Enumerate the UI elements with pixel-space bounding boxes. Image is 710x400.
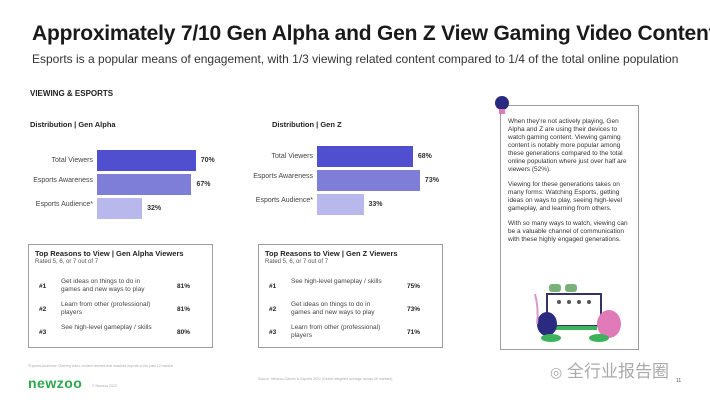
reason-rank: #1 [269, 283, 277, 290]
reasons-box-gen-z: Top Reasons to View | Gen Z Viewers Rated… [258, 244, 443, 348]
watermark-text: 全行业报告圈 [566, 362, 669, 381]
bar-label: Total Viewers [271, 153, 313, 160]
bar-value: 67% [196, 181, 211, 188]
chart-title-gen-alpha: Distribution | Gen Alpha [30, 120, 116, 129]
reasons-box-gen-alpha: Top Reasons to View | Gen Alpha Viewers R… [28, 244, 213, 348]
lightbulb-base-icon [499, 109, 505, 114]
reason-value: 81% [176, 306, 190, 313]
gaming-illustration [534, 284, 621, 342]
bar [97, 150, 196, 171]
reason-rank: #3 [269, 329, 277, 336]
reason-value: 73% [406, 306, 420, 313]
bar-value: 33% [368, 201, 383, 208]
bar [317, 194, 364, 215]
reason-rank: #2 [269, 306, 277, 313]
bar-value: 32% [147, 205, 162, 212]
bar-label: Esports Awareness [253, 173, 313, 180]
reason-text: Learn from other (professional) players [291, 324, 381, 339]
reason-rank: #1 [39, 283, 47, 290]
page-number: 11 [676, 378, 682, 384]
reason-row: #2 Get ideas on things to do in games and… [259, 301, 442, 321]
reason-value: 75% [406, 283, 420, 290]
reason-rank: #2 [39, 306, 47, 313]
bar-label: Total Viewers [51, 157, 93, 164]
reason-row: #1 See high-level gameplay / skills 75% [259, 278, 442, 298]
newzoo-logo: newzoo [28, 375, 83, 391]
reason-value: 81% [176, 283, 190, 290]
footnote: *Esports Audience: Gaming video content … [28, 364, 174, 368]
chart-gen-alpha: Total Viewers 70% Esports Awareness 67% Espo… [0, 150, 240, 225]
reason-text: Get ideas on things to do in games and n… [291, 301, 375, 316]
bar-label: Esports Audience* [255, 197, 313, 204]
reason-rank: #3 [39, 329, 47, 336]
reason-row: #2 Learn from other (professional) player… [29, 301, 212, 321]
insight-paragraph: When they're not actively playing, Gen A… [508, 118, 627, 173]
section-label: VIEWING & ESPORTS [30, 89, 114, 98]
reasons-subtitle: Rated 5, 6, or 7 out of 7 [35, 259, 99, 265]
reasons-subtitle: Rated 5, 6, or 7 out of 7 [265, 259, 329, 265]
page-subtitle: Esports is a popular means of engagement… [32, 52, 679, 66]
insight-box: When they're not actively playing, Gen A… [500, 105, 639, 350]
chart-title-gen-z: Distribution | Gen Z [272, 120, 342, 129]
bar [97, 174, 192, 195]
bar-label: Esports Awareness [33, 177, 93, 184]
reason-row: #3 See high-level gameplay / skills 80% [29, 324, 212, 344]
reason-row: #1 Get ideas on things to do in games and… [29, 278, 212, 298]
reason-text: See high-level gameplay / skills [61, 324, 152, 331]
reasons-title: Top Reasons to View | Gen Z Viewers [265, 249, 398, 258]
insight-paragraph: Viewing for these generations takes on m… [508, 181, 623, 212]
chart-gen-z: Total Viewers 68% Esports Awareness 73% Espo… [240, 146, 480, 221]
reasons-title: Top Reasons to View | Gen Alpha Viewers [35, 249, 184, 258]
reason-value: 71% [406, 329, 420, 336]
copyright: © Newzoo 2022 [92, 384, 117, 388]
bar [97, 198, 143, 219]
wechat-icon: ◎ [550, 364, 563, 380]
reason-text: Learn from other (professional) players [61, 301, 151, 316]
watermark: ◎ 全行业报告圈 [550, 357, 669, 382]
bar [317, 170, 420, 191]
bar-value: 73% [424, 177, 439, 184]
bar [317, 146, 413, 167]
source-note: Source: Newzoo Games & Esports 2022 (Glo… [258, 377, 393, 381]
bar-value: 68% [417, 153, 432, 160]
reason-text: Get ideas on things to do in games and n… [61, 278, 145, 293]
bar-label: Esports Audience* [35, 201, 93, 208]
page-title: Approximately 7/10 Gen Alpha and Gen Z V… [32, 22, 710, 45]
insight-paragraph: With so many ways to watch, viewing can … [508, 220, 628, 243]
reason-row: #3 Learn from other (professional) player… [259, 324, 442, 344]
bar-value: 70% [200, 157, 215, 164]
lightbulb-icon [495, 96, 509, 110]
reason-text: See high-level gameplay / skills [291, 278, 382, 285]
reason-value: 80% [176, 329, 190, 336]
